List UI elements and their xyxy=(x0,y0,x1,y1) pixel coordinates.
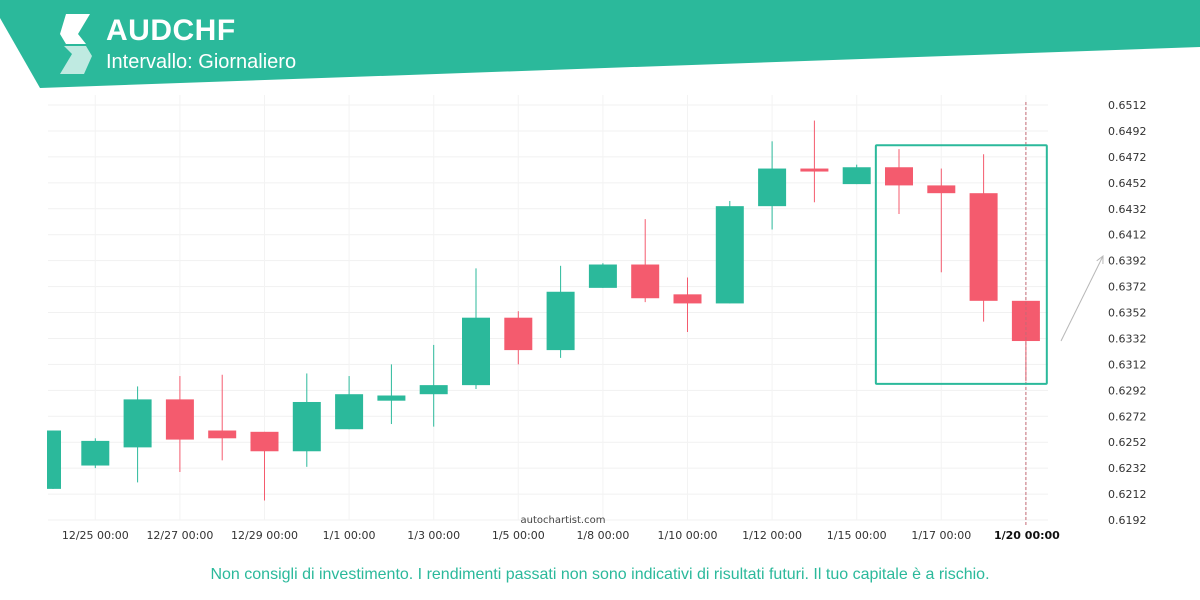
candle-bullish xyxy=(123,386,152,483)
header-banner xyxy=(0,0,1200,88)
x-tick-label: 12/29 00:00 xyxy=(231,529,298,542)
candle-bearish xyxy=(250,431,279,501)
candle-body xyxy=(1011,300,1040,342)
x-axis: 12/25 00:00 12/27 00:00 12/29 00:00 1/1 00:… xyxy=(62,529,1060,542)
candle-body xyxy=(419,385,448,395)
candle-bullish xyxy=(335,376,364,430)
candle-body xyxy=(800,168,829,172)
candle-body xyxy=(631,264,660,299)
chart-grid xyxy=(48,95,1048,521)
y-tick-label: 0.6432 xyxy=(1108,203,1147,216)
candle-body xyxy=(208,430,237,439)
candle-body xyxy=(842,167,871,185)
candle-body xyxy=(673,294,702,304)
candle-body xyxy=(47,430,61,489)
header-background xyxy=(0,0,1200,88)
candle-body xyxy=(758,168,787,207)
interval-subtitle: Intervallo: Giornaliero xyxy=(106,51,297,73)
candle-bearish xyxy=(969,154,998,322)
candle-body xyxy=(504,317,533,351)
y-axis: 0.6512 0.6492 0.6472 0.6452 0.6432 0.6412 0.63… xyxy=(1108,99,1147,527)
candle-bullish xyxy=(842,164,871,185)
y-tick-label: 0.6452 xyxy=(1108,177,1147,190)
chart-overlay xyxy=(874,102,1104,525)
y-tick-label: 0.6372 xyxy=(1108,281,1147,294)
x-tick-label: 12/27 00:00 xyxy=(146,529,213,542)
watermark: autochartist.com xyxy=(521,515,606,526)
candle-body xyxy=(292,401,321,452)
candle-bearish xyxy=(673,277,702,332)
candle-bullish xyxy=(292,373,321,467)
candle-bullish xyxy=(758,141,787,230)
candle-bullish xyxy=(546,265,575,358)
y-tick-label: 0.6232 xyxy=(1108,462,1147,475)
pattern-box xyxy=(874,144,1048,385)
candles xyxy=(47,120,1040,501)
candle-body xyxy=(546,291,575,351)
candle-bearish xyxy=(631,219,660,303)
candle-body xyxy=(377,395,406,401)
y-tick-label: 0.6512 xyxy=(1108,99,1147,112)
y-tick-label: 0.6392 xyxy=(1108,255,1147,268)
candle-body xyxy=(123,399,152,448)
y-tick-label: 0.6472 xyxy=(1108,151,1147,164)
x-tick-label: 1/5 00:00 xyxy=(492,529,545,542)
candle-body xyxy=(885,167,913,186)
candle-body xyxy=(927,185,956,194)
forecast-arrow-line xyxy=(1060,255,1104,342)
candle-bearish xyxy=(885,149,913,214)
candle-bearish xyxy=(927,168,956,273)
candle-body xyxy=(335,394,364,430)
candle-bullish xyxy=(462,268,490,390)
x-tick-label: 1/1 00:00 xyxy=(323,529,376,542)
disclaimer-text: Non consigli di investimento. I rendimen… xyxy=(210,566,990,583)
y-tick-label: 0.6492 xyxy=(1108,125,1147,138)
x-tick-label: 12/25 00:00 xyxy=(62,529,129,542)
candle-body xyxy=(715,206,744,304)
y-tick-label: 0.6312 xyxy=(1108,358,1147,371)
candle-bearish xyxy=(165,376,194,473)
candle-bullish xyxy=(81,438,110,469)
x-tick-label: 1/15 00:00 xyxy=(827,529,887,542)
autochartist-logo-icon xyxy=(60,14,92,74)
candle-bearish xyxy=(504,311,533,365)
x-tick-label: 1/20 00:00 xyxy=(994,529,1060,542)
candle-body xyxy=(588,264,617,288)
y-tick-label: 0.6292 xyxy=(1108,384,1147,397)
y-tick-label: 0.6212 xyxy=(1108,488,1147,501)
candle-bearish xyxy=(208,374,237,461)
y-tick-label: 0.6272 xyxy=(1108,410,1147,423)
candle-bearish xyxy=(800,120,829,203)
candle-body xyxy=(165,399,194,440)
candle-bullish xyxy=(47,430,61,489)
x-tick-label: 1/12 00:00 xyxy=(742,529,802,542)
candle-body xyxy=(250,431,279,452)
x-tick-label: 1/17 00:00 xyxy=(911,529,971,542)
x-tick-label: 1/10 00:00 xyxy=(658,529,718,542)
candle-body xyxy=(969,193,998,301)
candle-bullish xyxy=(588,263,617,288)
candle-bullish xyxy=(377,364,406,425)
y-tick-label: 0.6352 xyxy=(1108,307,1147,320)
forecast-arrow-head xyxy=(1096,254,1104,265)
x-tick-label: 1/3 00:00 xyxy=(407,529,460,542)
x-tick-label: 1/8 00:00 xyxy=(576,529,629,542)
candle-body xyxy=(462,317,490,386)
y-tick-label: 0.6192 xyxy=(1108,514,1147,527)
candle-bullish xyxy=(419,344,448,427)
y-tick-label: 0.6332 xyxy=(1108,332,1147,345)
page-title: AUDCHF xyxy=(106,14,236,47)
candle-body xyxy=(81,440,110,466)
y-tick-label: 0.6252 xyxy=(1108,436,1147,449)
y-tick-label: 0.6412 xyxy=(1108,229,1147,242)
candle-bullish xyxy=(715,200,744,304)
